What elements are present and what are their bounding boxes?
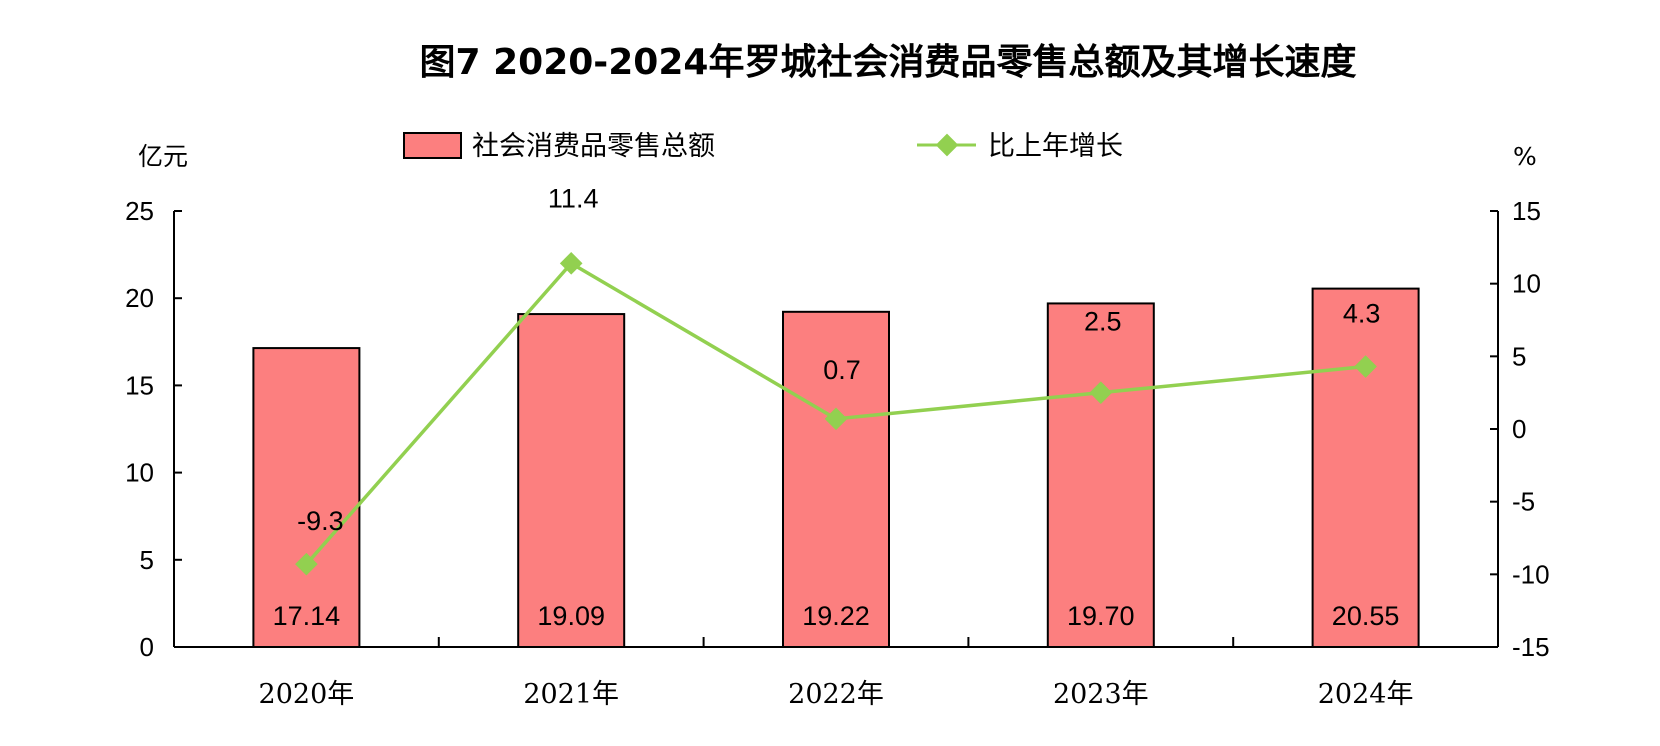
category-label: 2020年 bbox=[259, 679, 355, 710]
legend-line-marker bbox=[935, 133, 959, 157]
left-tick-label: 10 bbox=[125, 458, 154, 488]
bar-value-label: 17.14 bbox=[273, 601, 341, 631]
bar-2022年 bbox=[782, 310, 890, 648]
bar-value-label: 20.55 bbox=[1332, 601, 1400, 631]
right-axis-unit: % bbox=[1513, 142, 1537, 171]
legend-bar-swatch bbox=[403, 132, 462, 159]
right-tick-label: -15 bbox=[1512, 632, 1550, 662]
growth-point-2022年 bbox=[824, 407, 848, 431]
growth-point-2020年 bbox=[295, 552, 318, 576]
right-tick-label: -10 bbox=[1512, 559, 1550, 589]
chart-title: 图7 2020-2024年罗城社会消费品零售总额及其增长速度 bbox=[420, 42, 1357, 83]
left-tick-label: 20 bbox=[125, 283, 154, 313]
growth-value-label: 0.7 bbox=[823, 355, 861, 385]
left-axis-unit: 亿元 bbox=[138, 142, 188, 171]
right-tick-label: 15 bbox=[1512, 196, 1541, 226]
right-tick-label: 5 bbox=[1512, 341, 1526, 371]
left-tick-label: 25 bbox=[125, 196, 154, 226]
bar-2023年 bbox=[1046, 302, 1155, 648]
growth-point-2023年 bbox=[1089, 381, 1113, 404]
legend-line-label: 比上年增长 bbox=[988, 131, 1123, 162]
right-tick-label: 10 bbox=[1512, 269, 1541, 299]
category-label: 2024年 bbox=[1318, 679, 1414, 710]
legend: 社会消费品零售总额 比上年增长 bbox=[403, 131, 1123, 162]
bar-value-label: 19.09 bbox=[537, 601, 605, 631]
left-tick-label: 0 bbox=[140, 632, 154, 662]
right-tick-label: 0 bbox=[1512, 414, 1526, 444]
category-label: 2022年 bbox=[788, 679, 884, 710]
bar-2021年 bbox=[517, 313, 626, 648]
right-tick-label: -5 bbox=[1512, 487, 1535, 517]
growth-point-2024年 bbox=[1354, 355, 1377, 378]
growth-value-label: 2.5 bbox=[1084, 307, 1122, 337]
category-label: 2023年 bbox=[1053, 679, 1149, 710]
bar-2024年 bbox=[1311, 287, 1420, 648]
left-tick-label: 5 bbox=[140, 545, 154, 575]
category-label: 2021年 bbox=[523, 679, 619, 710]
growth-value-label: 11.4 bbox=[548, 183, 599, 213]
left-tick-label: 15 bbox=[125, 370, 154, 400]
bar-value-label: 19.70 bbox=[1067, 601, 1135, 631]
growth-value-label: -9.3 bbox=[297, 506, 344, 536]
bar-value-label: 19.22 bbox=[802, 601, 870, 631]
growth-value-label: 4.3 bbox=[1343, 299, 1381, 329]
legend-bar-label: 社会消费品零售总额 bbox=[472, 131, 715, 162]
plot-area: 0 5 10 15 20 25 -15 -10 -5 0 5 10 15 2020年 2021年 2022年 2… bbox=[125, 183, 1550, 710]
